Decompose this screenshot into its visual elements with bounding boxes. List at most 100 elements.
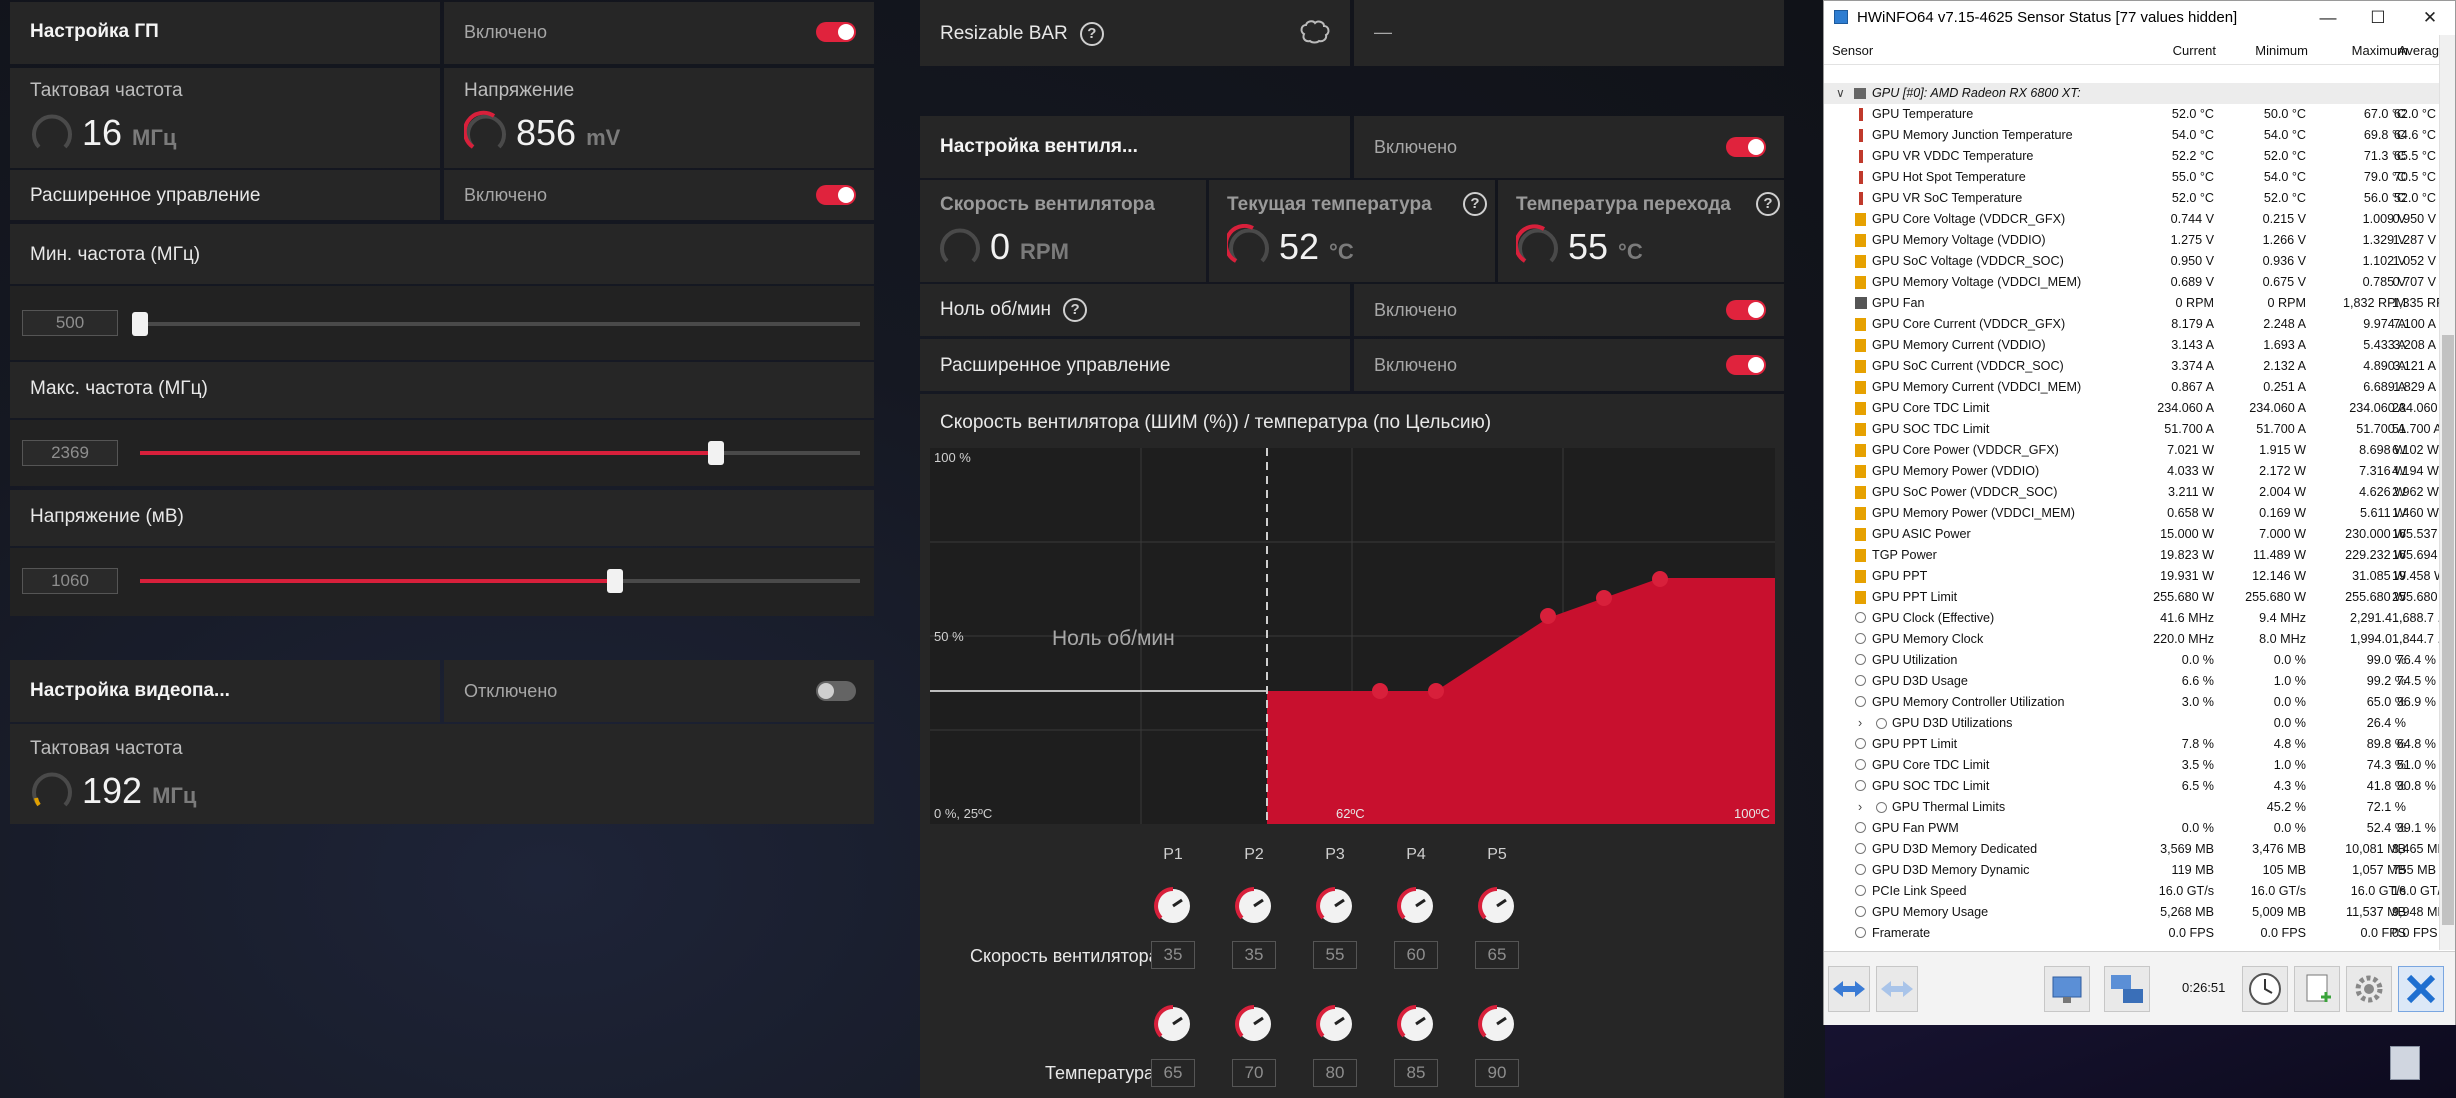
hwinfo-sensor-row[interactable]: GPU D3D Memory Dynamic 119 MB 105 MB 1,057 …	[1824, 860, 2439, 881]
fan-tuning-toggle[interactable]	[1726, 137, 1766, 157]
hwinfo-sensor-row[interactable]: GPU SOC TDC Limit 6.5 % 4.3 % 41.8 % 30.8 %	[1824, 776, 2439, 797]
col-maximum[interactable]: Maximum	[2351, 43, 2408, 58]
hwinfo-sensor-row[interactable]: GPU Memory Controller Utilization 3.0 % 0.…	[1824, 692, 2439, 713]
hwinfo-sensor-row[interactable]: GPU SoC Voltage (VDDCR_SOC) 0.950 V 0.936 …	[1824, 251, 2439, 272]
network-icon[interactable]	[2104, 966, 2150, 1012]
hwinfo-sensor-row[interactable]: GPU Fan 0 RPM 0 RPM 1,832 RPM 1,335 RPM	[1824, 293, 2455, 314]
recycle-bin-icon[interactable]	[2390, 1046, 2420, 1080]
voltage-mv-slider[interactable]	[140, 569, 860, 593]
hwinfo-sensor-row[interactable]: GPU Hot Spot Temperature 55.0 °C 54.0 °C 79…	[1824, 167, 2439, 188]
voltage-mv-slider-thumb[interactable]	[607, 569, 624, 593]
speed-input-p4[interactable]: 60	[1394, 941, 1438, 969]
hwinfo-sensor-row[interactable]: PCIe Link Speed 16.0 GT/s 16.0 GT/s 16.0 GT…	[1824, 881, 2447, 902]
speed-input-p2[interactable]: 35	[1232, 941, 1276, 969]
hwinfo-sensor-row[interactable]: GPU Core Power (VDDCR_GFX) 7.021 W 1.915 W…	[1824, 440, 2439, 461]
curve-point-p4[interactable]	[1596, 590, 1612, 606]
col-current[interactable]: Current	[2172, 43, 2216, 58]
min-freq-input[interactable]: 500	[22, 310, 118, 336]
temp-knob-icon[interactable]	[1232, 1002, 1276, 1046]
temp-input-p4[interactable]: 85	[1394, 1059, 1438, 1087]
speed-knob-icon[interactable]	[1232, 884, 1276, 928]
hwinfo-sensor-row[interactable]: GPU SOC TDC Limit 51.700 A 51.700 A 51.700 …	[1824, 419, 2442, 440]
temp-knob-icon[interactable]	[1313, 1002, 1357, 1046]
hwinfo-sensor-row[interactable]: GPU Core TDC Limit 3.5 % 1.0 % 74.3 % 51.0 %	[1824, 755, 2439, 776]
minimize-button[interactable]: —	[2319, 8, 2337, 27]
hwinfo-titlebar[interactable]: HWiNFO64 v7.15-4625 Sensor Status [77 va…	[1824, 1, 2455, 35]
chevron-down-icon[interactable]: ∨	[1836, 86, 1845, 100]
gpu-tuning-toggle[interactable]	[816, 22, 856, 42]
hwinfo-sensor-row[interactable]: GPU Temperature 52.0 °C 50.0 °C 67.0 °C 62.0…	[1824, 104, 2439, 125]
hwinfo-sensor-row[interactable]: GPU Memory Voltage (VDDCI_MEM) 0.689 V 0.6…	[1824, 272, 2439, 293]
hwinfo-sensor-row[interactable]: GPU Utilization 0.0 % 0.0 % 99.0 % 76.4 %	[1824, 650, 2439, 671]
hwinfo-sensor-row[interactable]: GPU Memory Current (VDDCI_MEM) 0.867 A 0.2…	[1824, 377, 2439, 398]
hwinfo-sensor-row[interactable]: › GPU Thermal Limits 45.2 % 72.1 %	[1824, 797, 2439, 818]
speed-input-p3[interactable]: 55	[1313, 941, 1357, 969]
add-report-icon[interactable]	[2294, 966, 2340, 1012]
speed-knob-icon[interactable]	[1394, 884, 1438, 928]
min-freq-slider[interactable]	[132, 312, 860, 336]
gear-icon[interactable]	[2346, 966, 2392, 1012]
hwinfo-group-row[interactable]: ∨ GPU [#0]: AMD Radeon RX 6800 XT:	[1824, 83, 2439, 104]
hwinfo-sensor-row[interactable]: TGP Power 19.823 W 11.489 W 229.232 W 165.69…	[1824, 545, 2453, 566]
hwinfo-sensor-row[interactable]: GPU Clock (Effective) 41.6 MHz 9.4 MHz 2,29…	[1824, 608, 2448, 629]
zero-rpm-toggle[interactable]	[1726, 300, 1766, 320]
clock-icon[interactable]	[2242, 966, 2288, 1012]
hwinfo-sensor-row[interactable]: GPU Fan PWM 0.0 % 0.0 % 52.4 % 39.1 %	[1824, 818, 2439, 839]
col-minimum[interactable]: Minimum	[2255, 43, 2308, 58]
hwinfo-sensor-row[interactable]: GPU Memory Junction Temperature 54.0 °C 54…	[1824, 125, 2439, 146]
hwinfo-sensor-row[interactable]: GPU VR VDDC Temperature 52.2 °C 52.0 °C 71.…	[1824, 146, 2439, 167]
hwinfo-sensor-row[interactable]: GPU D3D Usage 6.6 % 1.0 % 99.2 % 74.5 %	[1824, 671, 2439, 692]
chevron-right-icon[interactable]: ›	[1858, 800, 1863, 814]
hwinfo-sensor-row[interactable]: GPU PPT Limit 7.8 % 4.8 % 89.8 % 64.8 %	[1824, 734, 2439, 755]
temp-input-p5[interactable]: 90	[1475, 1059, 1519, 1087]
hwinfo-sensor-row[interactable]: › GPU D3D Utilizations 0.0 % 26.4 %	[1824, 713, 2439, 734]
hwinfo-sensor-row[interactable]: GPU Memory Power (VDDCI_MEM) 0.658 W 0.169…	[1824, 503, 2439, 524]
hwinfo-sensor-row[interactable]: GPU Memory Clock 220.0 MHz 8.0 MHz 1,994.0 …	[1824, 629, 2448, 650]
hwinfo-sensor-row[interactable]: GPU PPT Limit 255.680 W 255.680 W 255.680 W…	[1824, 587, 2453, 608]
speed-knob-icon[interactable]	[1151, 884, 1195, 928]
monitor-icon[interactable]	[2044, 966, 2090, 1012]
hwinfo-sensor-row[interactable]: GPU Core TDC Limit 234.060 A 234.060 A 234.…	[1824, 398, 2449, 419]
hwinfo-sensor-row[interactable]: GPU PPT 19.931 W 12.146 W 31.085 W 19.458 W	[1824, 566, 2446, 587]
curve-point-p2[interactable]	[1428, 683, 1444, 699]
curve-point-p5[interactable]	[1652, 571, 1668, 587]
hwinfo-sensor-row[interactable]: GPU Memory Usage 5,268 MB 5,009 MB 11,537 M…	[1824, 902, 2446, 923]
hwinfo-scrollbar-thumb[interactable]	[2442, 335, 2454, 925]
vram-tuning-toggle[interactable]	[816, 681, 856, 701]
hwinfo-sensor-row[interactable]: Framerate 0.0 FPS 0.0 FPS 0.0 FPS 0.0 FPS	[1824, 923, 2439, 944]
col-average[interactable]: Average	[2398, 43, 2447, 58]
nav-next-icon[interactable]	[1876, 966, 1918, 1012]
hwinfo-sensor-row[interactable]: GPU ASIC Power 15.000 W 7.000 W 230.000 W 16…	[1824, 524, 2453, 545]
close-button[interactable]: ✕	[2422, 8, 2438, 27]
hwinfo-sensor-row[interactable]: GPU Memory Voltage (VDDIO) 1.275 V 1.266 V…	[1824, 230, 2439, 251]
help-icon[interactable]: ?	[1756, 192, 1780, 216]
fan-advanced-toggle[interactable]	[1726, 355, 1766, 375]
temp-input-p1[interactable]: 65	[1151, 1059, 1195, 1087]
curve-point-p3[interactable]	[1540, 608, 1556, 624]
hwinfo-sensor-row[interactable]: GPU VR SoC Temperature 52.0 °C 52.0 °C 56.0…	[1824, 188, 2439, 209]
speed-input-p1[interactable]: 35	[1151, 941, 1195, 969]
fan-curve-chart[interactable]: 100 % 50 % 0 %, 25ºC Ноль об/мин 62ºC 10…	[930, 448, 1775, 824]
advanced-control-toggle[interactable]	[816, 185, 856, 205]
max-freq-slider[interactable]	[140, 441, 860, 465]
hwinfo-sensor-row[interactable]: GPU Memory Power (VDDIO) 4.033 W 2.172 W 7.…	[1824, 461, 2439, 482]
hwinfo-scrollbar[interactable]	[2439, 35, 2455, 950]
help-icon[interactable]: ?	[1463, 192, 1487, 216]
hwinfo-sensor-row[interactable]: GPU SoC Power (VDDCR_SOC) 3.211 W 2.004 W 4…	[1824, 482, 2439, 503]
chevron-right-icon[interactable]: ›	[1858, 716, 1863, 730]
col-sensor[interactable]: Sensor	[1832, 43, 1874, 58]
voltage-mv-input[interactable]: 1060	[22, 568, 118, 594]
curve-point-p1[interactable]	[1372, 683, 1388, 699]
close-sensors-icon[interactable]	[2398, 966, 2444, 1012]
temp-knob-icon[interactable]	[1394, 1002, 1438, 1046]
hwinfo-sensor-row[interactable]: GPU SoC Current (VDDCR_SOC) 3.374 A 2.132 …	[1824, 356, 2439, 377]
hwinfo-sensor-row[interactable]: GPU D3D Memory Dedicated 3,569 MB 3,476 MB…	[1824, 839, 2446, 860]
max-freq-slider-thumb[interactable]	[708, 441, 724, 465]
speed-input-p5[interactable]: 65	[1475, 941, 1519, 969]
temp-input-p2[interactable]: 70	[1232, 1059, 1276, 1087]
min-freq-slider-thumb[interactable]	[132, 312, 148, 336]
temp-input-p3[interactable]: 80	[1313, 1059, 1357, 1087]
temp-knob-icon[interactable]	[1475, 1002, 1519, 1046]
hwinfo-sensor-row[interactable]: GPU Core Voltage (VDDCR_GFX) 0.744 V 0.215…	[1824, 209, 2439, 230]
speed-knob-icon[interactable]	[1475, 884, 1519, 928]
